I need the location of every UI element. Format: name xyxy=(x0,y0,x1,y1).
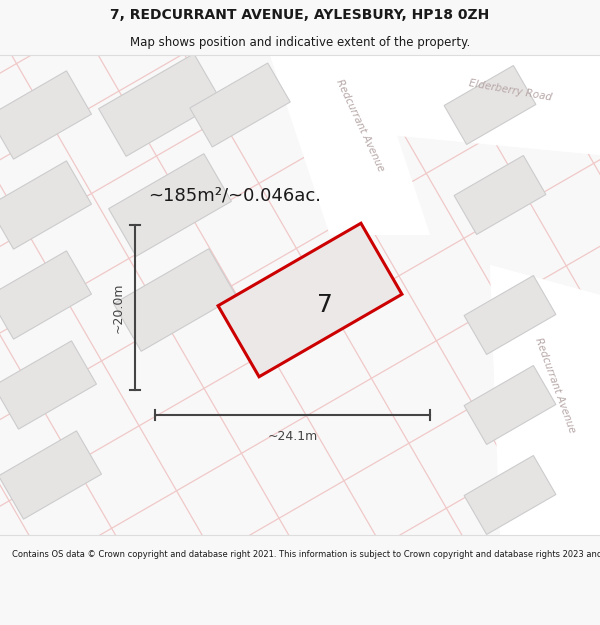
Polygon shape xyxy=(113,249,236,351)
Polygon shape xyxy=(0,431,101,519)
Polygon shape xyxy=(270,55,430,235)
Polygon shape xyxy=(0,71,91,159)
Polygon shape xyxy=(464,456,556,534)
Polygon shape xyxy=(350,55,600,155)
Polygon shape xyxy=(444,66,536,144)
Polygon shape xyxy=(270,55,430,235)
Text: ~24.1m: ~24.1m xyxy=(268,430,317,443)
Text: 7, REDCURRANT AVENUE, AYLESBURY, HP18 0ZH: 7, REDCURRANT AVENUE, AYLESBURY, HP18 0Z… xyxy=(110,8,490,22)
Polygon shape xyxy=(490,265,600,535)
Polygon shape xyxy=(454,156,546,234)
Text: Elderberry Road: Elderberry Road xyxy=(468,78,552,102)
Polygon shape xyxy=(0,341,97,429)
Polygon shape xyxy=(190,63,290,147)
Polygon shape xyxy=(464,276,556,354)
Text: ~20.0m: ~20.0m xyxy=(112,282,125,332)
Text: Redcurrant Avenue: Redcurrant Avenue xyxy=(334,78,386,172)
Polygon shape xyxy=(464,366,556,444)
Text: 7: 7 xyxy=(317,293,333,317)
Polygon shape xyxy=(350,55,600,155)
Polygon shape xyxy=(218,223,402,377)
Text: Redcurrant Avenue: Redcurrant Avenue xyxy=(533,336,577,434)
Text: ~185m²/~0.046ac.: ~185m²/~0.046ac. xyxy=(149,186,322,204)
Text: Contains OS data © Crown copyright and database right 2021. This information is : Contains OS data © Crown copyright and d… xyxy=(12,550,600,559)
Polygon shape xyxy=(109,154,232,256)
Text: Map shows position and indicative extent of the property.: Map shows position and indicative extent… xyxy=(130,36,470,49)
Polygon shape xyxy=(0,161,91,249)
Polygon shape xyxy=(98,54,221,156)
Polygon shape xyxy=(0,251,91,339)
Polygon shape xyxy=(490,265,600,535)
